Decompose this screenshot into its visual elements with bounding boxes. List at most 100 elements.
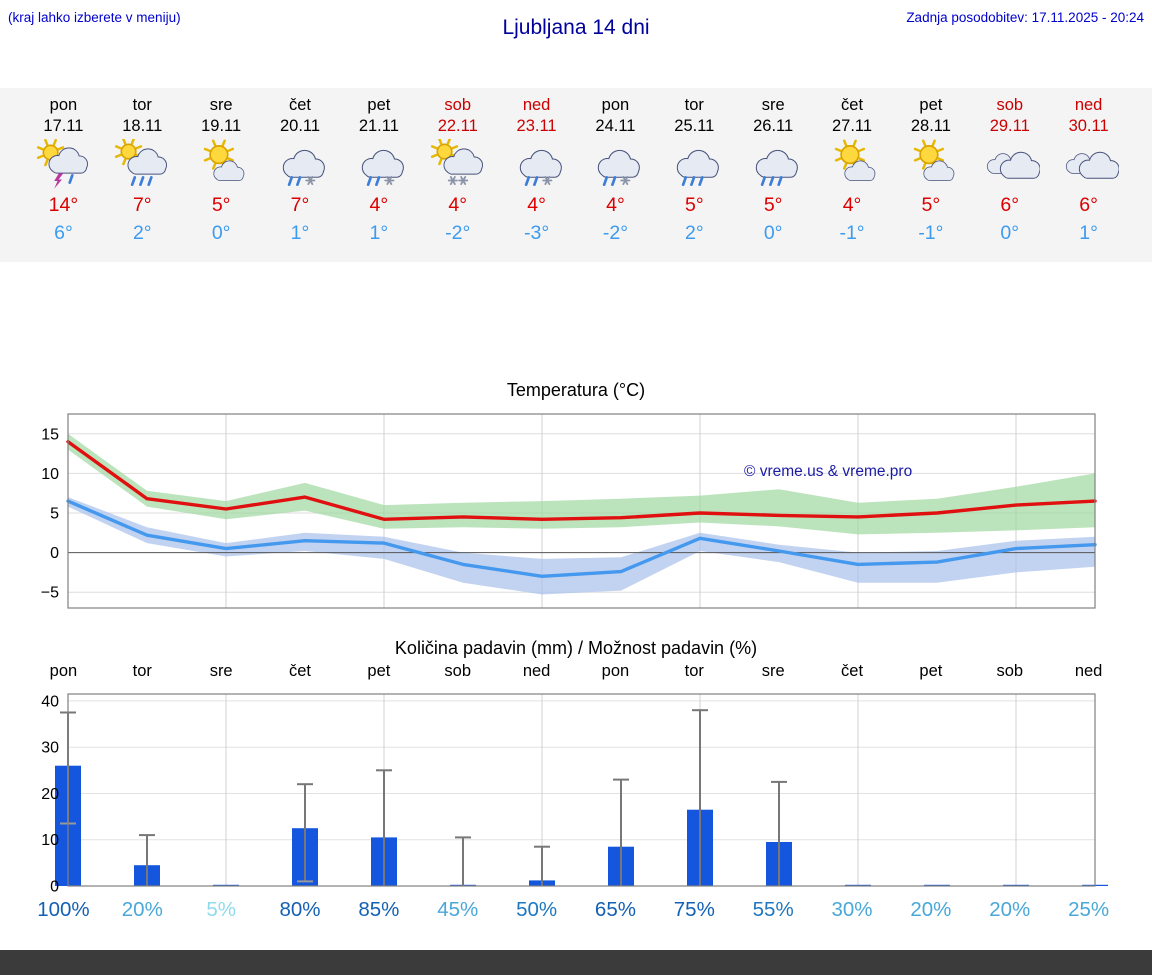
rain-icon bbox=[664, 139, 724, 191]
day-name: pon bbox=[49, 96, 78, 114]
day-min-temp: 6° bbox=[54, 222, 73, 244]
precipitation-chart-title: Količina padavin (mm) / Možnost padavin … bbox=[394, 638, 758, 658]
day-name: pet bbox=[367, 96, 391, 114]
day-column-20.11: čet 20.11 7° 1° bbox=[261, 88, 340, 262]
day-max-temp: 6° bbox=[1000, 194, 1020, 216]
precip-day-label: tor bbox=[132, 662, 152, 680]
svg-text:−5: −5 bbox=[41, 585, 59, 602]
precip-probability: 20% bbox=[121, 898, 163, 921]
day-date: 19.11 bbox=[201, 117, 242, 135]
day-min-temp: -3° bbox=[524, 222, 550, 244]
day-name: ned bbox=[522, 96, 551, 114]
temperature-chart: 15 10 5 0 −5 © vreme.us & vreme.pro bbox=[0, 402, 1152, 614]
precip-probability: 45% bbox=[437, 898, 479, 921]
precip-probability: 55% bbox=[752, 898, 794, 921]
day-name: pet bbox=[919, 96, 943, 114]
precip-probability: 65% bbox=[594, 898, 636, 921]
footer-bar bbox=[0, 950, 1152, 975]
day-max-temp: 4° bbox=[842, 194, 862, 216]
day-name: čet bbox=[841, 96, 864, 114]
day-min-temp: 0° bbox=[211, 222, 231, 244]
precip-day-label: čet bbox=[841, 662, 864, 680]
day-date: 21.11 bbox=[358, 117, 399, 135]
day-date: 29.11 bbox=[989, 117, 1030, 135]
day-date: 24.11 bbox=[595, 117, 636, 135]
precip-day-label: sre bbox=[209, 662, 233, 680]
day-column-24.11: pon 24.11 4° -2° bbox=[576, 88, 655, 262]
sleet-icon bbox=[585, 139, 645, 191]
day-date: 28.11 bbox=[910, 117, 951, 135]
day-name: čet bbox=[289, 96, 312, 114]
day-name: tor bbox=[132, 96, 152, 114]
svg-text:0: 0 bbox=[50, 879, 59, 895]
precip-probability: 30% bbox=[831, 898, 873, 921]
precip-day-label: sre bbox=[761, 662, 785, 680]
day-name: sre bbox=[761, 96, 785, 114]
day-max-temp: 7° bbox=[132, 194, 152, 216]
precip-day-label: tor bbox=[684, 662, 704, 680]
day-column-18.11: tor 18.11 7° 2° bbox=[103, 88, 182, 262]
svg-text:20: 20 bbox=[41, 786, 59, 803]
precip-day-label: pet bbox=[919, 662, 943, 680]
day-date: 27.11 bbox=[831, 117, 873, 135]
day-column-22.11: sob 22.11 4° -2° bbox=[418, 88, 497, 262]
day-min-temp: 2° bbox=[132, 222, 152, 244]
precip-probability: 20% bbox=[910, 898, 952, 921]
precip-probability-row: 100% 20% 5% 80% 85% 45% 50% 65% 75% 55% 30% 20% 20% 2… bbox=[0, 898, 1152, 922]
day-name: sre bbox=[209, 96, 233, 114]
svg-text:15: 15 bbox=[41, 426, 59, 443]
page-title: Ljubljana 14 dni bbox=[502, 16, 650, 39]
day-column-27.11: čet 27.11 4° -1° bbox=[813, 88, 892, 262]
precip-probability: 5% bbox=[206, 898, 236, 921]
day-column-25.11: tor 25.11 5° 2° bbox=[655, 88, 734, 262]
sleet-icon bbox=[507, 139, 567, 191]
cloudy-icon bbox=[980, 139, 1041, 191]
precip-day-label: pon bbox=[49, 662, 78, 680]
day-max-temp: 4° bbox=[606, 194, 625, 216]
day-date: 25.11 bbox=[674, 117, 715, 135]
day-column-29.11: sob 29.11 6° 0° bbox=[970, 88, 1049, 262]
day-date: 18.11 bbox=[122, 117, 163, 135]
precip-day-label: ned bbox=[1074, 662, 1103, 680]
cloudy-icon bbox=[1059, 139, 1120, 191]
precip-probability: 80% bbox=[279, 898, 321, 921]
day-min-temp: 1° bbox=[369, 222, 389, 244]
day-min-temp: -2° bbox=[445, 222, 471, 244]
day-name: sob bbox=[444, 96, 472, 114]
day-max-temp: 4° bbox=[448, 194, 468, 216]
partly-sunny-icon bbox=[822, 139, 882, 191]
day-column-23.11: ned 23.11 4° -3° bbox=[497, 88, 576, 262]
day-min-temp: -1° bbox=[839, 222, 865, 244]
rain-icon bbox=[743, 139, 803, 191]
rain-sun-icon bbox=[112, 137, 172, 191]
precip-probability: 20% bbox=[989, 898, 1031, 921]
day-max-temp: 5° bbox=[921, 194, 941, 216]
day-column-17.11: pon 17.11 14° 6° bbox=[24, 88, 103, 262]
partly-sunny-icon bbox=[191, 139, 251, 191]
svg-text:© vreme.us & vreme.pro: © vreme.us & vreme.pro bbox=[744, 463, 912, 480]
day-name: tor bbox=[684, 96, 704, 114]
day-name: sob bbox=[996, 96, 1024, 114]
day-column-30.11: ned 30.11 6° 1° bbox=[1049, 88, 1128, 262]
location-menu-note: (kraj lahko izberete v meniju) bbox=[8, 10, 181, 25]
day-min-temp: 2° bbox=[684, 222, 704, 244]
day-max-temp: 14° bbox=[48, 194, 79, 216]
day-min-temp: 0° bbox=[1000, 222, 1020, 244]
precip-probability: 25% bbox=[1068, 898, 1110, 921]
day-min-temp: -1° bbox=[918, 222, 944, 244]
day-column-28.11: pet 28.11 5° -1° bbox=[891, 88, 970, 262]
snow-sun-icon bbox=[428, 137, 488, 191]
precip-day-label: pet bbox=[367, 662, 391, 680]
day-date: 17.11 bbox=[43, 117, 84, 135]
day-max-temp: 5° bbox=[684, 194, 704, 216]
day-column-19.11: sre 19.11 5° 0° bbox=[182, 88, 261, 262]
day-date: 22.11 bbox=[437, 117, 478, 135]
header: (kraj lahko izberete v meniju) Ljubljana… bbox=[0, 0, 1152, 88]
day-date: 20.11 bbox=[279, 117, 321, 135]
day-date: 26.11 bbox=[753, 117, 794, 135]
last-update-text: Zadnja posodobitev: 17.11.2025 - 20:24 bbox=[906, 10, 1144, 25]
svg-text:40: 40 bbox=[41, 693, 59, 710]
precip-day-label: pon bbox=[601, 662, 630, 680]
day-name: ned bbox=[1074, 96, 1103, 114]
